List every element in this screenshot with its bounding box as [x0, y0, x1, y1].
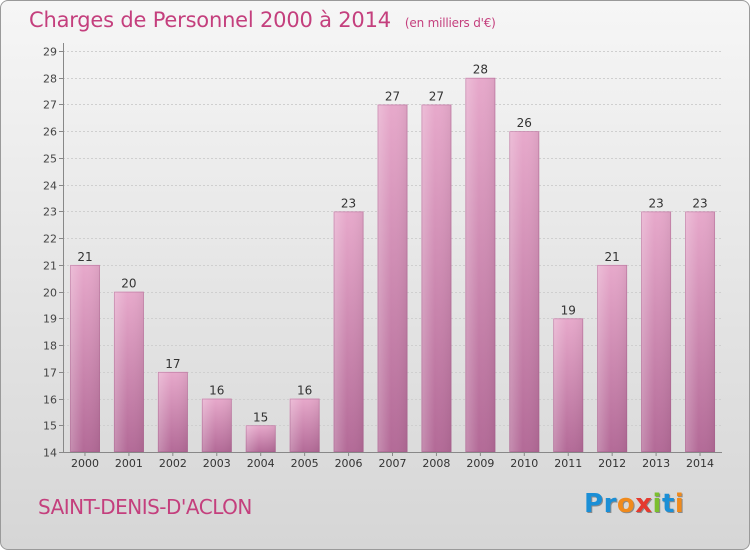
y-tick-label: 28	[43, 73, 57, 86]
y-tick-label: 16	[43, 394, 57, 407]
bar-sheen	[597, 264, 628, 452]
logo-letter: i	[652, 489, 662, 519]
y-tick-label: 15	[43, 420, 57, 433]
bar-sheen	[509, 131, 540, 452]
x-tick-label: 2013	[642, 457, 670, 470]
logo-letter: t	[661, 489, 675, 519]
bar-outline	[597, 265, 627, 452]
x-tick-label: 2004	[247, 457, 275, 470]
bar-sheen	[553, 318, 584, 452]
bar-sheen	[641, 211, 672, 452]
bar-outline	[465, 77, 496, 452]
y-tick-label: 19	[43, 313, 57, 326]
data-labels: 21 20 17 16 15 16 23 27 27 28 26 19 21 23 23	[77, 63, 707, 425]
x-tick-label: 2002	[159, 457, 187, 470]
data-label: 28	[473, 63, 488, 77]
bar-outline	[421, 104, 452, 452]
logo-letter: P	[584, 489, 604, 519]
bar-sheen	[157, 371, 188, 452]
proxiti-logo[interactable]: Proxiti	[584, 489, 684, 519]
bar-sheen	[685, 211, 716, 452]
y-tick-label: 14	[43, 447, 57, 460]
x-tick-label: 2007	[379, 457, 407, 470]
y-tick-label: 20	[43, 287, 57, 300]
x-tick-labels: 2000 2001 2002 2003 2004 2005 2006 2007 2008 2009…	[71, 452, 714, 470]
data-label: 16	[209, 384, 224, 398]
x-tick-label: 2006	[335, 457, 363, 470]
y-tick-label: 27	[43, 99, 57, 112]
data-label: 19	[561, 303, 576, 317]
logo-letter: o	[616, 489, 636, 519]
bar-outline	[114, 291, 144, 452]
x-tick-label: 2008	[422, 457, 450, 470]
bar-sheen	[377, 104, 408, 452]
x-tick-label: 2011	[554, 457, 582, 470]
bar-sheen	[333, 211, 364, 452]
data-label: 17	[165, 357, 180, 371]
bar-outline	[201, 398, 232, 452]
bar-outline	[158, 371, 188, 452]
data-label: 23	[692, 196, 707, 210]
bar-sheen	[201, 398, 232, 452]
chart-subtitle: (en milliers d'€)	[404, 16, 496, 30]
bar-sheen	[245, 425, 276, 452]
y-tick-label: 21	[43, 260, 57, 273]
chart-title: Charges de Personnel 2000 à 2014 (en mill…	[29, 8, 496, 32]
data-label: 26	[517, 116, 532, 130]
data-label: 23	[648, 196, 663, 210]
bar-outline	[245, 425, 276, 452]
x-tick-label: 2003	[203, 457, 231, 470]
y-tick-label: 26	[43, 126, 57, 139]
x-tick-label: 2010	[510, 457, 538, 470]
y-tick-label: 17	[43, 367, 57, 380]
chart-title-text: Charges de Personnel 2000 à 2014	[29, 8, 391, 32]
bar-outline	[377, 104, 408, 452]
data-label: 15	[253, 410, 268, 424]
bar-sheen	[113, 291, 144, 452]
data-label: 21	[77, 250, 92, 264]
bar-outline	[333, 211, 364, 452]
town-name: SAINT-DENIS-D'ACLON	[38, 495, 252, 519]
bar-outline	[70, 265, 100, 452]
data-label: 20	[121, 277, 136, 291]
bars	[69, 77, 716, 452]
y-tick-label: 18	[43, 340, 57, 353]
bar-outline	[289, 398, 320, 452]
bar-outline	[509, 131, 540, 452]
bar-sheen	[289, 398, 320, 452]
y-tick-label: 25	[43, 153, 57, 166]
data-label: 21	[605, 250, 620, 264]
y-tick-label: 24	[43, 180, 57, 193]
bar-outline	[685, 211, 715, 452]
bar-sheen	[69, 264, 100, 452]
bar-outline	[641, 211, 671, 452]
logo-letter: r	[603, 489, 617, 519]
y-tick-labels: 14 15 16 17 18 19 20 21 22 23 24 25 26 27 28 29	[43, 46, 57, 460]
data-label: 27	[429, 89, 444, 103]
x-tick-label: 2014	[686, 457, 714, 470]
y-tick-label: 22	[43, 233, 57, 246]
data-label: 27	[385, 89, 400, 103]
x-tick-label: 2009	[466, 457, 494, 470]
logo-letter: i	[674, 489, 685, 519]
bar-sheen	[465, 77, 496, 452]
data-label: 23	[341, 196, 356, 210]
logo-letter: x	[635, 489, 653, 519]
bar-outline	[553, 318, 584, 452]
x-tick-label: 2000	[71, 457, 99, 470]
x-tick-label: 2012	[598, 457, 626, 470]
y-tick-label: 29	[43, 46, 57, 59]
bar-sheen	[421, 104, 452, 452]
x-tick-label: 2005	[291, 457, 319, 470]
x-tick-label: 2001	[115, 457, 143, 470]
data-label: 16	[297, 384, 312, 398]
y-tick-label: 23	[43, 206, 57, 219]
